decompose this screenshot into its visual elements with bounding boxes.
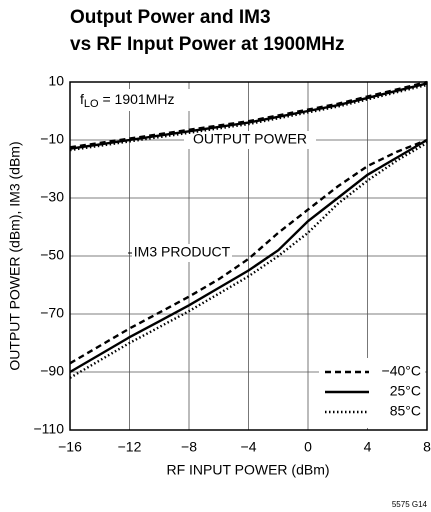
annotation: OUTPUT POWER xyxy=(193,131,307,147)
y-axis-label: OUTPUT POWER (dBm), IM3 (dBm) xyxy=(7,141,23,370)
x-axis-label: RF INPUT POWER (dBm) xyxy=(166,462,329,478)
output-power-line xyxy=(69,80,428,149)
annotation-part: f xyxy=(80,91,84,107)
y-tick-label: −10 xyxy=(40,131,64,147)
y-tick-label: −90 xyxy=(40,363,64,379)
x-tick-label: −8 xyxy=(181,439,197,455)
label-bg xyxy=(76,89,200,111)
plot-frame xyxy=(69,81,428,431)
legend-label: 25°C xyxy=(390,383,421,399)
im3-line xyxy=(69,141,428,379)
y-tick-label: 10 xyxy=(48,73,64,89)
output-power-line xyxy=(69,82,428,150)
y-tick-label: −110 xyxy=(34,421,65,437)
im3-line xyxy=(69,138,428,374)
x-tick-label: 8 xyxy=(423,439,431,455)
x-tick-label: 4 xyxy=(364,439,372,455)
chart-title: Output Power and IM3 xyxy=(70,7,271,28)
annotation-part: LO xyxy=(84,98,99,110)
x-tick-label: 0 xyxy=(304,439,312,455)
annotation-part: = 1901MHz xyxy=(99,91,175,107)
chart-title: vs RF Input Power at 1900MHz xyxy=(70,34,345,55)
y-tick-label: −70 xyxy=(40,305,64,321)
legend-label: 85°C xyxy=(390,403,421,419)
y-tick-label: −50 xyxy=(40,247,64,263)
output-power-line xyxy=(69,83,428,152)
label-bg xyxy=(184,131,316,149)
figure-id: 5575 G14 xyxy=(392,500,428,509)
label-bg xyxy=(132,244,232,262)
y-tick-label: −30 xyxy=(40,189,64,205)
annotation: IM3 PRODUCT xyxy=(134,244,231,260)
x-tick-label: −16 xyxy=(58,439,82,455)
annotation: fLO = 1901MHz xyxy=(80,91,174,110)
legend-label: −40°C xyxy=(382,363,421,379)
x-tick-label: −4 xyxy=(241,439,257,455)
x-tick-label: −12 xyxy=(118,439,142,455)
